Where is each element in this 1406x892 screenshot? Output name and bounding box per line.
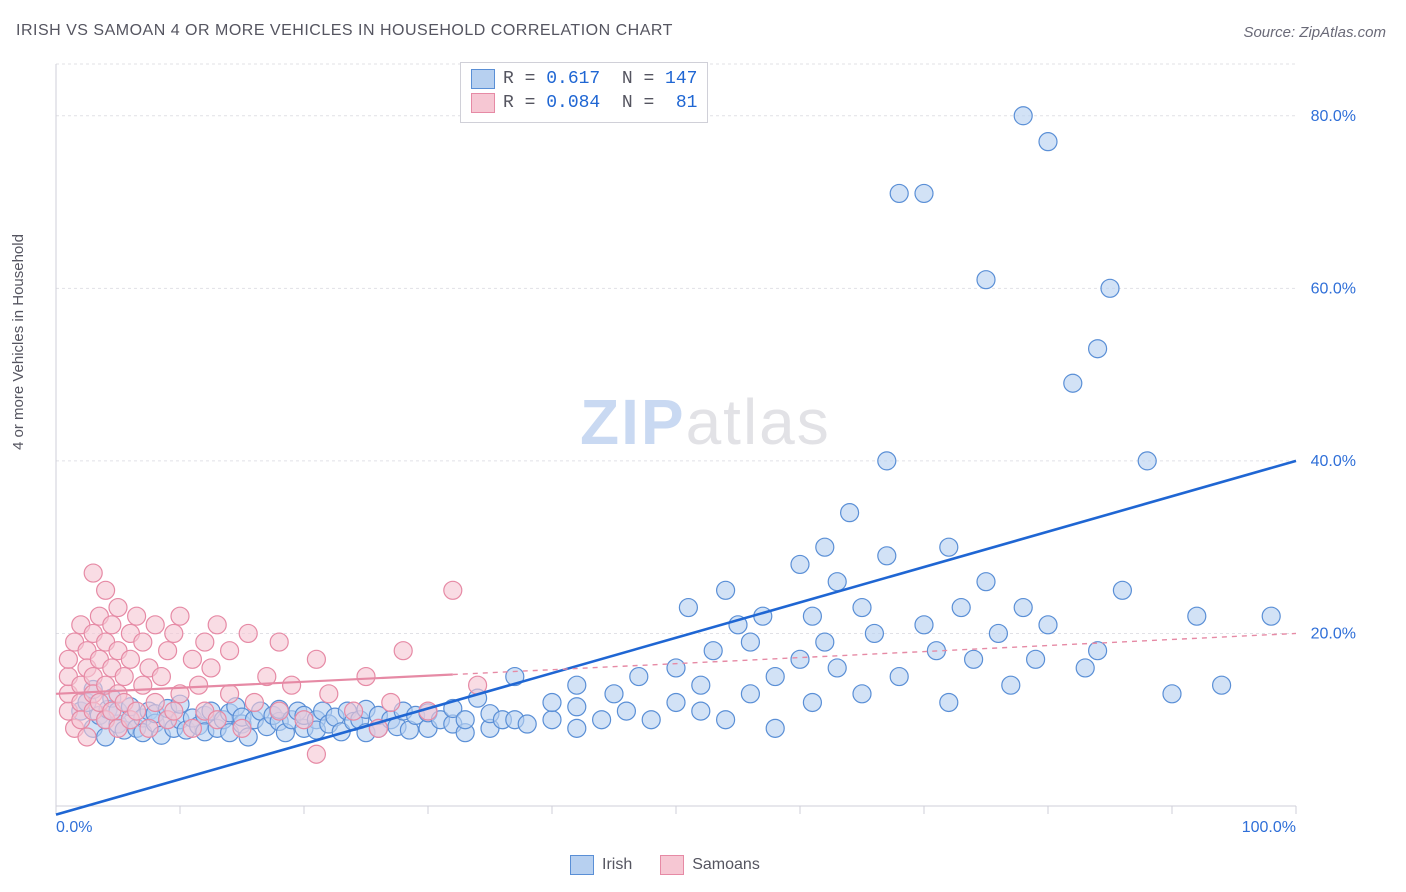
svg-text:20.0%: 20.0% bbox=[1311, 625, 1356, 642]
svg-text:0.0%: 0.0% bbox=[56, 819, 92, 836]
svg-text:40.0%: 40.0% bbox=[1311, 453, 1356, 470]
source-label: Source: ZipAtlas.com bbox=[1243, 24, 1386, 41]
legend-label: Irish bbox=[602, 856, 632, 874]
stats-text: R = 0.617 N = 147 bbox=[503, 67, 697, 91]
svg-text:60.0%: 60.0% bbox=[1311, 280, 1356, 297]
stats-row: R = 0.617 N = 147 bbox=[471, 67, 697, 91]
legend-item: Irish bbox=[570, 855, 632, 875]
legend-swatch bbox=[570, 855, 594, 875]
series-swatch bbox=[471, 69, 495, 89]
stats-row: R = 0.084 N = 81 bbox=[471, 91, 697, 115]
y-axis-label: 4 or more Vehicles in Household bbox=[10, 234, 27, 450]
scatter-plot: 0.0% 100.0% 20.0% 40.0% 60.0% 80.0% bbox=[48, 56, 1388, 846]
svg-text:100.0%: 100.0% bbox=[1242, 819, 1296, 836]
legend-swatch bbox=[660, 855, 684, 875]
chart-title: IRISH VS SAMOAN 4 OR MORE VEHICLES IN HO… bbox=[16, 22, 673, 40]
stats-legend-box: R = 0.617 N = 147R = 0.084 N = 81 bbox=[460, 62, 708, 123]
legend-label: Samoans bbox=[692, 856, 760, 874]
stats-text: R = 0.084 N = 81 bbox=[503, 91, 697, 115]
series-legend: Irish Samoans bbox=[570, 855, 760, 875]
legend-item: Samoans bbox=[660, 855, 760, 875]
series-swatch bbox=[471, 93, 495, 113]
svg-text:80.0%: 80.0% bbox=[1311, 108, 1356, 125]
